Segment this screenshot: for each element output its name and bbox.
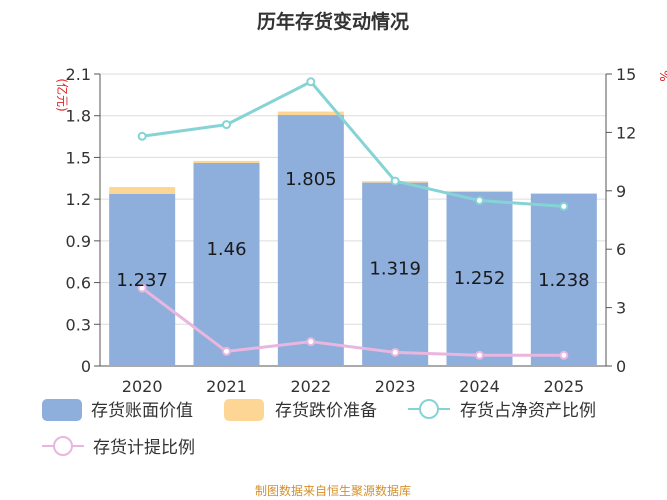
line-provision-ratio-point	[390, 347, 400, 357]
legend-label-provision: 存货跌价准备	[275, 401, 377, 421]
right-tick-label: 9	[616, 182, 626, 201]
left-tick-label: 1.8	[66, 107, 91, 126]
bar-book-value	[362, 182, 429, 366]
right-tick-label: 15	[616, 65, 636, 84]
legend-marker-provision-ratio	[53, 436, 73, 456]
bar-value-label: 1.252	[454, 268, 506, 289]
x-tick-label: 2021	[206, 377, 247, 396]
x-axis-ticks: 2020 2021 2022 2023 2024 2025	[122, 377, 584, 396]
legend-swatch-provision	[224, 399, 264, 421]
bar-provision	[109, 187, 176, 194]
legend-marker-inventory-to-net-assets	[419, 399, 439, 419]
line-inventory-to-net-assets-point	[222, 120, 231, 130]
x-tick-label: 2022	[290, 377, 331, 396]
bars	[109, 111, 597, 367]
bar-value-label: 1.238	[538, 270, 590, 291]
line-inventory-to-net-assets-point	[306, 77, 316, 87]
lines	[137, 77, 569, 360]
bar-value-label: 1.805	[285, 169, 337, 190]
line-provision-ratio-point	[222, 346, 231, 356]
line-inventory-to-net-assets-point	[390, 176, 400, 186]
bar-provision	[193, 160, 260, 163]
bar-book-value	[193, 162, 260, 366]
left-tick-label: 1.2	[66, 190, 91, 209]
bar-value-label: 1.237	[116, 270, 168, 291]
bar-book-value	[530, 193, 597, 366]
line-inventory-to-net-assets-point	[559, 201, 569, 211]
legend-label-provision-ratio: 存货计提比例	[93, 438, 195, 458]
line-provision-ratio-point	[306, 337, 316, 347]
right-tick-label: 0	[616, 357, 626, 376]
bar-value-labels: 1.237 1.46 1.805 1.319 1.252 1.238	[116, 169, 589, 291]
left-tick-label: 0.6	[66, 274, 91, 293]
legend-label-book-value: 存货账面价值	[91, 401, 193, 421]
line-provision-ratio-point	[137, 283, 147, 293]
line-inventory-to-net-assets	[141, 79, 564, 208]
line-provision-ratio-point	[475, 350, 484, 360]
right-tick-label: 12	[616, 123, 636, 142]
left-tick-label: 0.3	[66, 315, 91, 334]
x-tick-label: 2024	[459, 377, 500, 396]
left-tick-label: 0	[81, 357, 91, 376]
left-axis-ticks: 0 0.3 0.6 0.9 1.2 1.5 1.8 2.1	[66, 65, 91, 376]
bar-value-label: 1.319	[369, 259, 421, 280]
source-note: 制图数据来自恒生聚源数据库	[255, 483, 411, 498]
line-provision-ratio-point	[559, 350, 569, 360]
legend-swatch-book-value	[42, 399, 82, 421]
left-tick-label: 2.1	[66, 65, 91, 84]
line-inventory-to-net-assets-point	[137, 131, 147, 141]
bar-provision	[530, 193, 597, 194]
x-tick-label: 2025	[543, 377, 584, 396]
left-axis-unit: (亿元)	[55, 78, 70, 111]
bar-provision	[277, 111, 344, 116]
gridlines	[94, 73, 612, 367]
line-inventory-to-net-assets-point	[475, 196, 484, 206]
right-axis-ticks: 0 3 6 9 12 15	[616, 65, 636, 376]
bar-book-value	[446, 191, 513, 366]
left-tick-label: 1.5	[66, 148, 91, 167]
right-axis-unit: %	[657, 70, 667, 81]
right-tick-label: 6	[616, 240, 626, 259]
line-provision-ratio	[141, 286, 564, 357]
right-tick-label: 3	[616, 299, 626, 318]
legend-label-inventory-to-net-assets: 存货占净资产比例	[460, 401, 596, 421]
bar-book-value	[277, 115, 344, 367]
bar-value-label: 1.46	[206, 239, 246, 260]
chart-title: 历年存货变动情况	[257, 10, 409, 33]
left-tick-label: 0.9	[66, 232, 91, 251]
bar-book-value	[109, 193, 176, 366]
x-tick-label: 2023	[375, 377, 416, 396]
bar-provision	[446, 190, 513, 192]
x-tick-label: 2020	[122, 377, 163, 396]
